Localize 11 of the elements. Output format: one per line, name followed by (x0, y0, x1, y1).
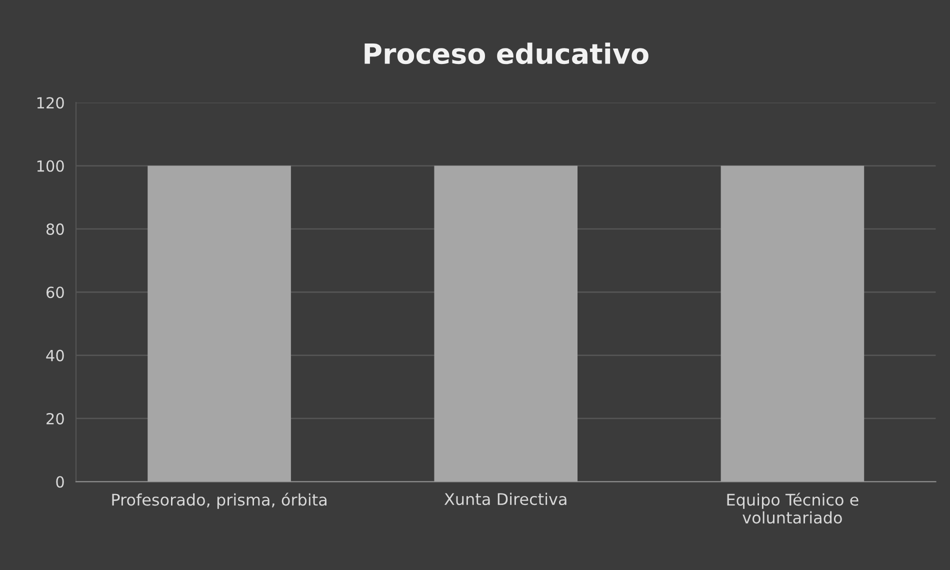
x-tick-label: Xunta Directiva (444, 492, 566, 506)
x-tick-label: Profesorado, prisma, órbita (112, 492, 326, 509)
y-tick-label: 80 (46, 223, 64, 235)
y-tick-label: 60 (46, 286, 64, 298)
chart-title: Proceso educativo (364, 42, 648, 64)
y-tick-label: 20 (46, 412, 64, 424)
y-tick-label: 40 (46, 350, 64, 362)
y-tick-label: 0 (56, 476, 64, 488)
y-tick-label: 100 (37, 160, 64, 172)
x-tick-label: Equipo Técnico e voluntariado (727, 492, 858, 524)
y-tick-label: 120 (37, 97, 64, 109)
